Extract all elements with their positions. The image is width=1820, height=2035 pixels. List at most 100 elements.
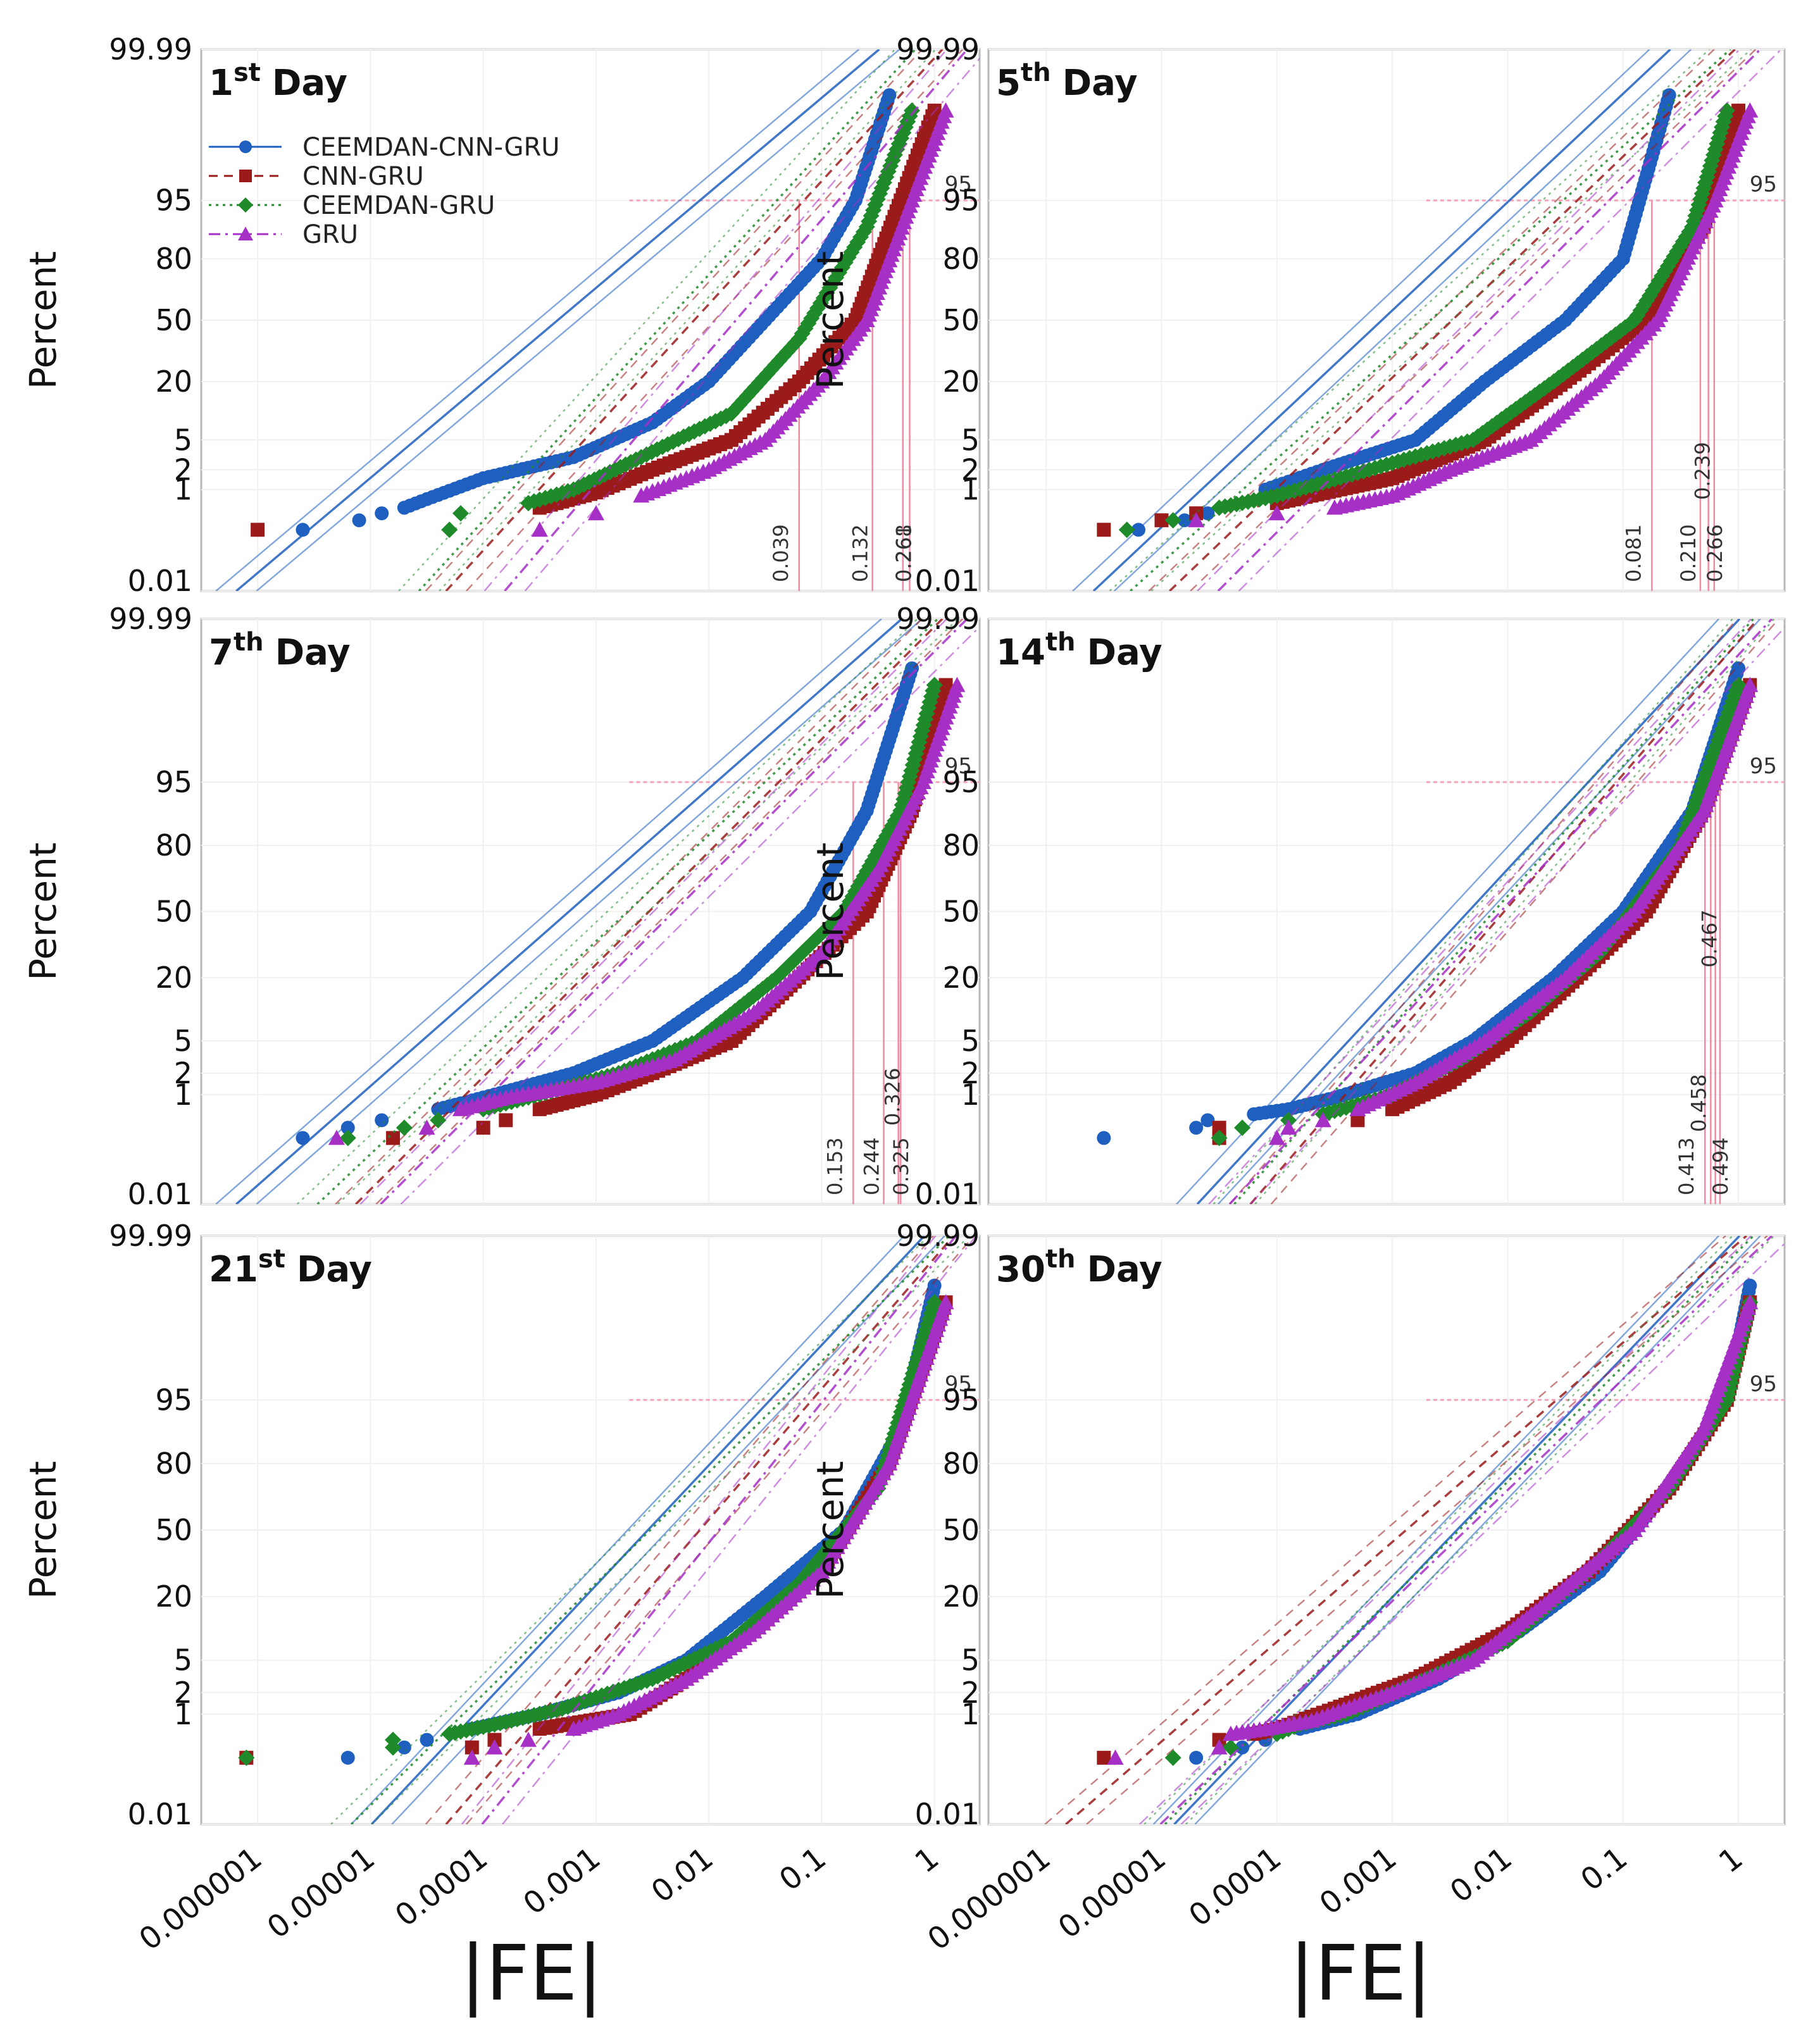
vertical-line-label: 0.039 — [769, 524, 793, 582]
data-point — [1154, 513, 1169, 528]
data-point — [1118, 521, 1135, 538]
data-point — [296, 1131, 310, 1145]
title-suffix: th — [1021, 58, 1051, 87]
legend-label: CEEMDAN-GRU — [302, 191, 495, 220]
data-point — [499, 1113, 513, 1128]
y-tick-label: 0.01 — [128, 1797, 192, 1831]
data-point — [375, 1113, 389, 1128]
data-point — [938, 678, 953, 692]
x-tick-label: 1 — [1712, 1840, 1750, 1880]
data-point — [587, 505, 604, 521]
panel-title: 21st Day — [209, 1245, 372, 1290]
title-suffix: th — [1045, 628, 1076, 657]
panel-title: 14th Day — [996, 628, 1162, 673]
y-tick-label: 50 — [942, 1513, 980, 1547]
data-point — [1731, 103, 1746, 118]
title-number: 5 — [996, 63, 1021, 104]
panel-title: 30th Day — [996, 1245, 1162, 1290]
diamond-icon — [238, 197, 253, 213]
data-point — [396, 1119, 413, 1136]
x-tick-label: 0.001 — [517, 1840, 608, 1922]
confidence-line — [330, 1236, 930, 1824]
y-tick-label: 50 — [155, 1513, 192, 1547]
title-word: Day — [1063, 63, 1138, 104]
y-tick-label: 80 — [155, 242, 192, 276]
confidence-line — [1254, 619, 1775, 1204]
x-tick-label: 0.0001 — [1182, 1840, 1288, 1934]
title-word: Day — [272, 63, 347, 104]
title-number: 21 — [209, 1249, 258, 1290]
confidence-line — [256, 49, 901, 591]
data-point — [1164, 1749, 1181, 1766]
y-tick-label: 80 — [155, 1447, 192, 1481]
fit-line — [354, 619, 944, 1204]
y-tick-label: 5 — [174, 1024, 192, 1058]
panel-title: 7th Day — [209, 628, 351, 673]
data-point — [238, 1749, 255, 1766]
y-tick-label: 80 — [942, 828, 980, 862]
title-suffix: th — [1045, 1245, 1076, 1274]
series-gru — [328, 619, 980, 1204]
y-tick-label: 1 — [961, 1697, 980, 1731]
reference-label-95: 95 — [1750, 1371, 1777, 1397]
data-point — [397, 1740, 411, 1755]
data-point — [1268, 1130, 1285, 1145]
data-point — [1188, 512, 1205, 528]
legend-item: CEEMDAN-CNN-GRU — [209, 133, 560, 162]
fit-line — [1233, 619, 1755, 1204]
y-axis-title: Percent — [809, 842, 852, 980]
y-tick-label: 0.01 — [128, 564, 192, 598]
series-gru — [1188, 49, 1782, 591]
y-tick-label: 99.99 — [896, 32, 980, 66]
confidence-line — [1044, 1236, 1726, 1824]
y-tick-label: 80 — [942, 242, 980, 276]
x-axis-title-left: |FE| — [460, 1930, 603, 2018]
data-point — [1107, 1749, 1124, 1765]
y-tick-label: 20 — [942, 1579, 980, 1614]
data-point — [464, 1740, 479, 1755]
data-point — [937, 102, 954, 118]
data-point — [1131, 523, 1146, 537]
y-tick-label: 1 — [961, 1078, 980, 1112]
title-suffix: th — [234, 628, 264, 657]
title-number: 30 — [996, 1249, 1045, 1290]
y-tick-label: 95 — [155, 1383, 192, 1417]
y-tick-label: 99.99 — [109, 602, 192, 636]
data-point — [1177, 513, 1192, 528]
series-ceemdan-cnn-gru — [1072, 49, 1692, 591]
y-tick-label: 99.99 — [109, 32, 192, 66]
y-tick-label: 2 — [174, 452, 192, 487]
confidence-line — [215, 619, 882, 1204]
data-point — [949, 676, 966, 692]
x-tick-label: 1 — [909, 1840, 946, 1880]
confidence-line — [351, 1236, 905, 1824]
x-tick-label: 0.00001 — [261, 1840, 382, 1945]
fit-line — [316, 619, 939, 1204]
fit-line — [481, 1236, 957, 1824]
vertical-line-label: 0.266 — [1703, 524, 1727, 582]
data-point — [1731, 661, 1746, 676]
y-axis-title: Percent — [22, 1461, 65, 1599]
legend-label: CEEMDAN-CNN-GRU — [302, 133, 560, 162]
data-point — [1280, 1119, 1297, 1135]
confidence-line — [425, 49, 923, 591]
data-point — [386, 1131, 401, 1145]
y-tick-label: 1 — [174, 473, 192, 507]
data-point — [340, 1121, 355, 1135]
vertical-line-label: 0.458 — [1686, 1074, 1711, 1132]
vertical-line-label: 0.494 — [1709, 1137, 1733, 1195]
data-point — [1189, 1121, 1204, 1135]
legend-label: GRU — [302, 220, 358, 249]
data-point — [352, 513, 366, 528]
data-point — [531, 521, 548, 537]
data-point — [441, 521, 458, 538]
y-tick-label: 0.01 — [915, 1797, 980, 1831]
data-point — [520, 1731, 537, 1747]
y-tick-label: 1 — [961, 473, 980, 507]
vertical-line-label: 0.325 — [889, 1137, 913, 1195]
title-word: Day — [275, 632, 351, 673]
x-tick-label: 0.1 — [1574, 1840, 1635, 1898]
